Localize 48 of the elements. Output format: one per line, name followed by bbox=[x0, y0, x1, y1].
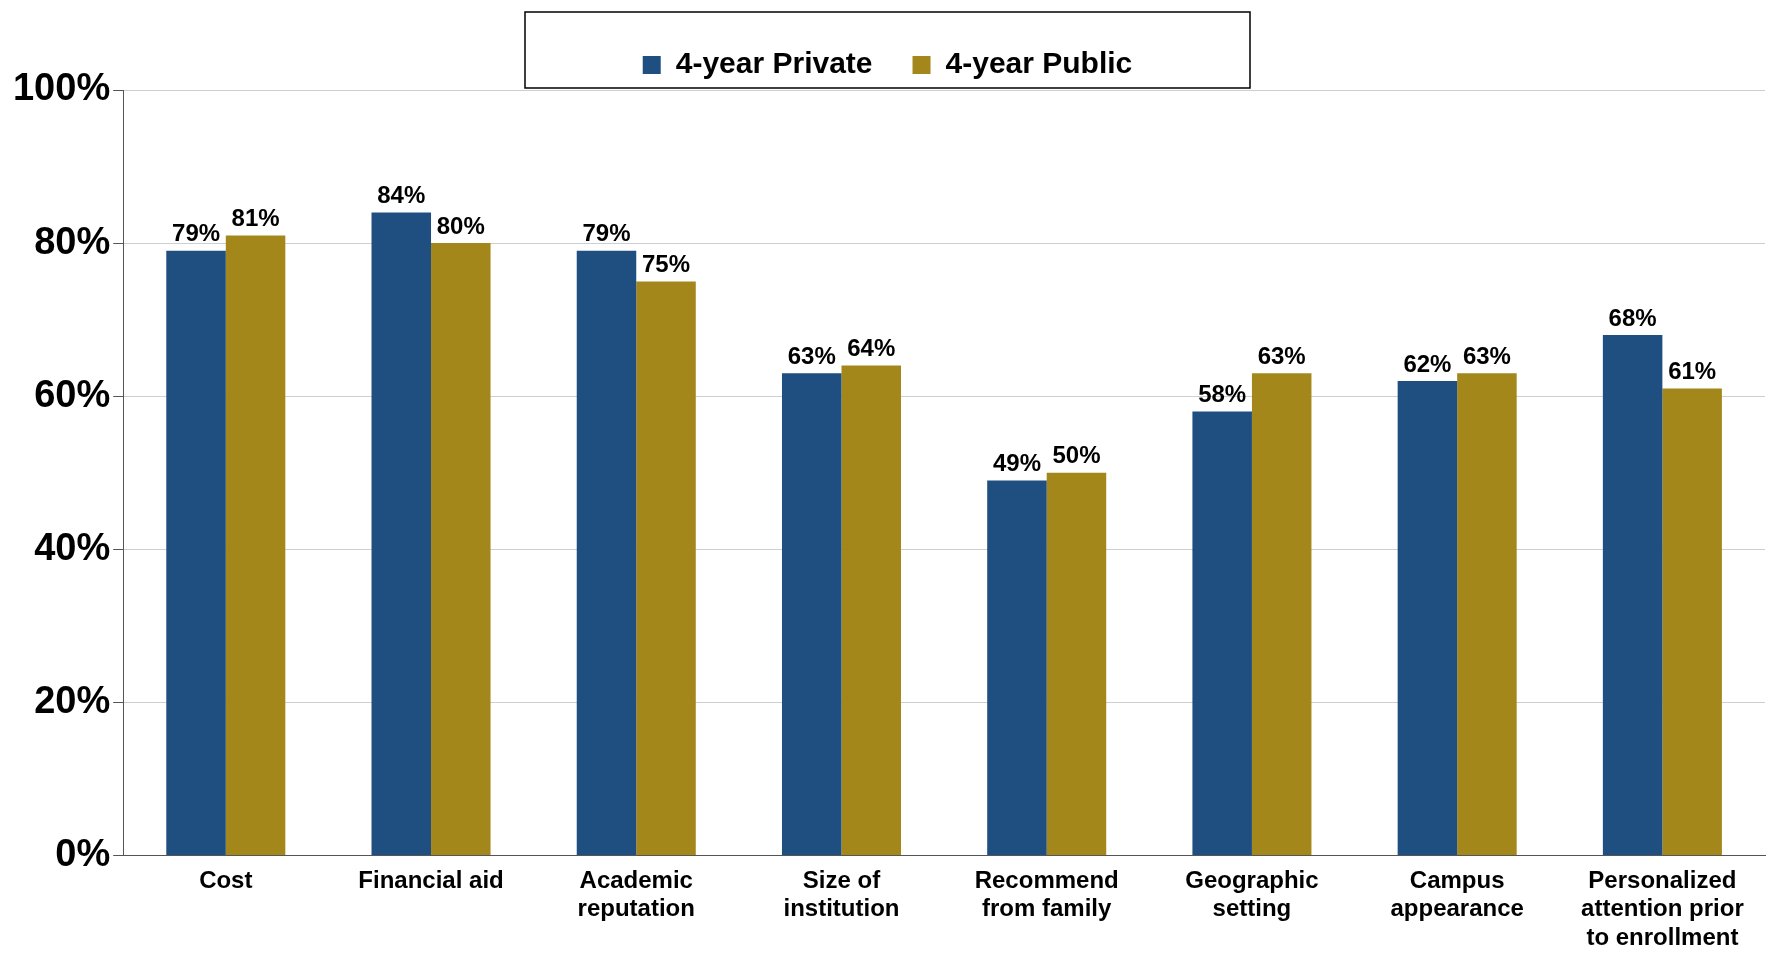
x-tick-label: Campus appearance bbox=[1390, 865, 1524, 922]
bar bbox=[1457, 373, 1517, 856]
legend-label: 4-year Private bbox=[675, 46, 873, 80]
bar bbox=[225, 235, 286, 856]
y-tick-label: 40% bbox=[34, 525, 111, 568]
data-label: 68% bbox=[1608, 303, 1657, 331]
bar bbox=[987, 480, 1047, 856]
data-label: 49% bbox=[992, 449, 1041, 477]
data-label: 62% bbox=[1403, 349, 1452, 377]
y-tick-label: 60% bbox=[34, 372, 111, 415]
x-tick-label: Size of institution bbox=[783, 865, 900, 922]
bar bbox=[371, 212, 432, 856]
data-label: 84% bbox=[377, 181, 426, 209]
data-label: 63% bbox=[1257, 341, 1306, 369]
data-label: 75% bbox=[641, 250, 691, 278]
y-tick-label: 100% bbox=[12, 66, 111, 109]
data-label: 63% bbox=[1462, 341, 1511, 369]
bar bbox=[166, 250, 226, 856]
bar bbox=[841, 365, 901, 856]
bar bbox=[1046, 472, 1107, 856]
x-tick-label: Financial aid bbox=[358, 865, 504, 893]
x-tick-label: Geographic setting bbox=[1185, 865, 1319, 922]
data-label: 79% bbox=[172, 219, 221, 247]
bar bbox=[1602, 334, 1663, 856]
bar bbox=[1251, 373, 1312, 856]
bar bbox=[781, 373, 842, 856]
data-label: 64% bbox=[847, 334, 896, 362]
data-label: 81% bbox=[231, 204, 280, 232]
bar bbox=[576, 250, 637, 856]
bar bbox=[1662, 388, 1722, 856]
bar bbox=[431, 243, 491, 856]
bar bbox=[1397, 380, 1458, 856]
x-tick-label: Cost bbox=[199, 865, 253, 893]
data-label: 63% bbox=[787, 341, 836, 369]
x-tick-label: Academic reputation bbox=[577, 865, 695, 922]
legend-label: 4-year Public bbox=[945, 46, 1133, 80]
bar bbox=[1192, 411, 1252, 856]
y-tick-label: 0% bbox=[55, 832, 111, 875]
data-label: 80% bbox=[436, 211, 485, 239]
x-tick-label: Personalized attention prior to enrollment bbox=[1581, 865, 1744, 951]
data-label: 79% bbox=[582, 219, 631, 247]
bar bbox=[636, 281, 696, 856]
x-tick-label: Recommend from family bbox=[974, 865, 1119, 922]
y-tick-label: 20% bbox=[34, 678, 111, 721]
data-label: 50% bbox=[1052, 441, 1101, 469]
data-label: 61% bbox=[1668, 357, 1717, 385]
y-tick-label: 80% bbox=[34, 219, 111, 262]
data-label: 58% bbox=[1198, 380, 1247, 408]
